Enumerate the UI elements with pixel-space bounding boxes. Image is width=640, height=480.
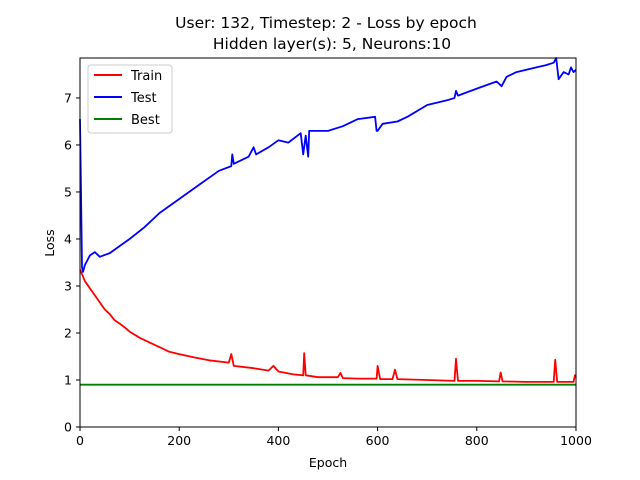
chart-title-line2: Hidden layer(s): 5, Neurons:10 bbox=[213, 35, 451, 53]
y-axis-label: Loss bbox=[42, 229, 57, 256]
y-tick-label: 0 bbox=[64, 420, 72, 435]
chart-title-line1: User: 132, Timestep: 2 - Loss by epoch bbox=[175, 14, 477, 32]
y-tick-label: 2 bbox=[64, 325, 72, 340]
legend-label-test: Test bbox=[130, 91, 157, 106]
y-tick-label: 7 bbox=[64, 90, 72, 105]
x-tick-label: 0 bbox=[76, 433, 84, 448]
legend-label-train: Train bbox=[130, 69, 162, 84]
x-tick-label: 400 bbox=[266, 433, 290, 448]
ticks-layer: 0 200 400 600 800 1000 0 1 2 3 4 5 6 7 bbox=[64, 90, 592, 448]
series-line-train bbox=[79, 269, 577, 383]
x-tick-label: 1000 bbox=[560, 433, 592, 448]
legend-label-best: Best bbox=[131, 113, 160, 128]
legend: Train Test Best bbox=[87, 64, 173, 134]
x-tick-label: 200 bbox=[167, 433, 191, 448]
y-tick-label: 3 bbox=[64, 278, 72, 293]
legend-box bbox=[87, 64, 173, 134]
y-tick-label: 4 bbox=[64, 231, 72, 246]
y-tick-label: 6 bbox=[64, 137, 72, 152]
x-axis-label: Epoch bbox=[309, 455, 347, 470]
x-tick-label: 800 bbox=[465, 433, 489, 448]
y-tick-label: 5 bbox=[64, 184, 72, 199]
y-tick-label: 1 bbox=[64, 372, 72, 387]
plot-frame bbox=[79, 57, 577, 428]
series-line-test bbox=[79, 57, 577, 273]
x-tick-label: 600 bbox=[366, 433, 390, 448]
series-layer bbox=[79, 57, 577, 386]
